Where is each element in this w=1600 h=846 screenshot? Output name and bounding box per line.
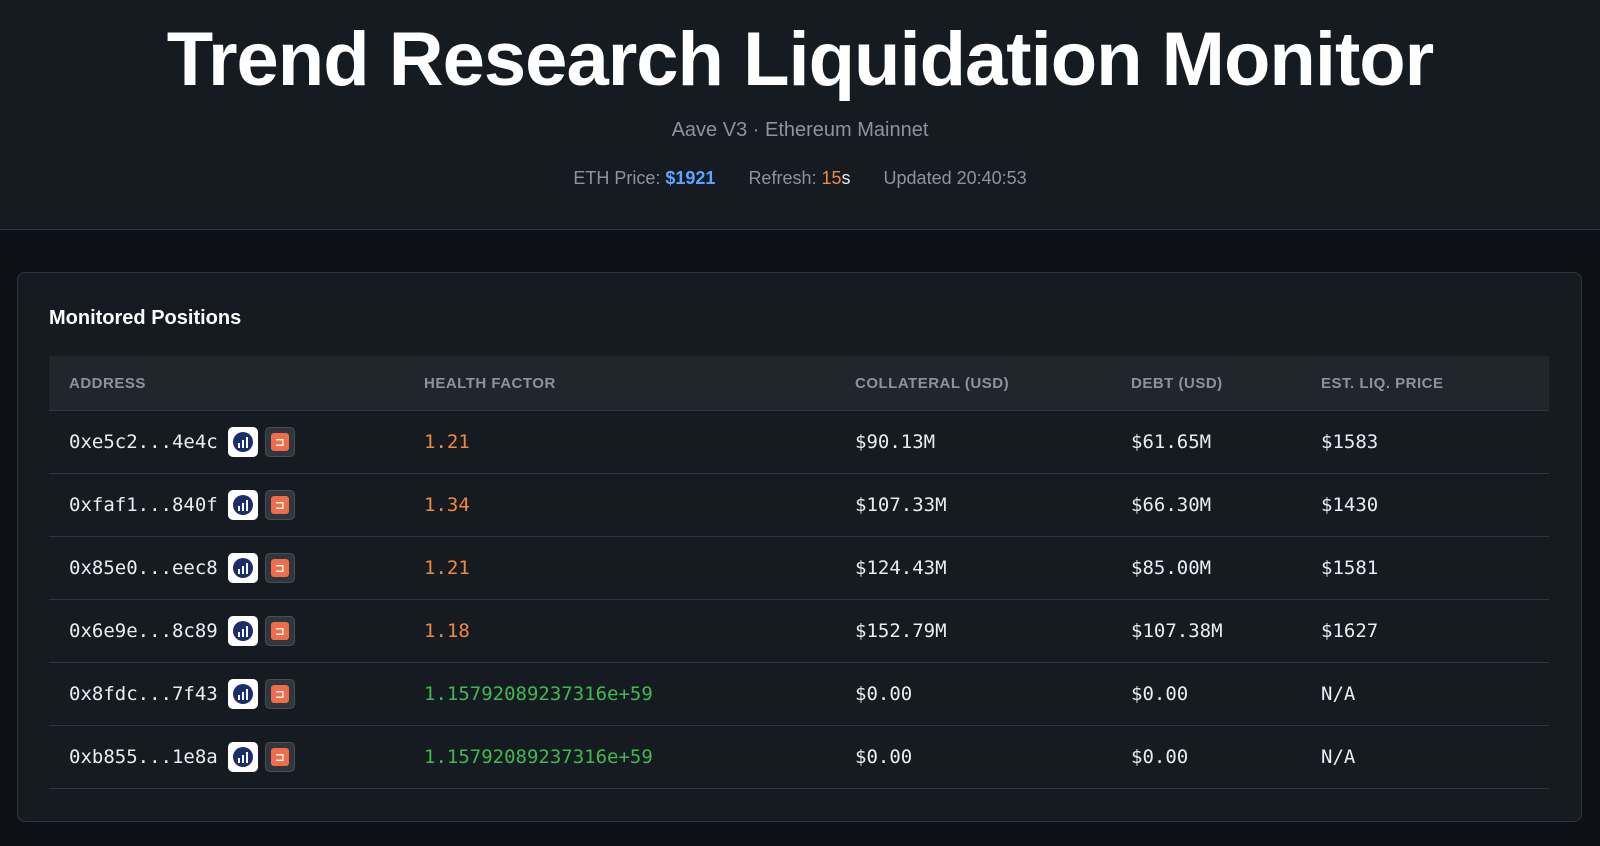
wallet-address[interactable]: 0xfaf1...840f	[69, 494, 218, 516]
updated-timestamp: Updated 20:40:53	[883, 168, 1027, 188]
collateral-cell: $0.00	[855, 683, 913, 705]
collateral-cell: $124.43M	[855, 557, 947, 579]
page-title: Trend Research Liquidation Monitor	[166, 17, 1435, 102]
table-row: 0xfaf1...840f ⊐ 1.34 $107.33M $66.30M $1…	[49, 474, 1549, 537]
table-header: ADDRESS HEALTH FACTOR COLLATERAL (USD) D…	[49, 356, 1549, 411]
debank-icon[interactable]	[227, 553, 258, 583]
debank-glyph	[232, 495, 253, 515]
table-row: 0xb855...1e8a ⊐ 1.15792089237316e+59 $0.…	[49, 726, 1549, 789]
explorer-glyph: ⊐	[270, 496, 289, 514]
table-row: 0x85e0...eec8 ⊐ 1.21 $124.43M $85.00M $1…	[49, 537, 1549, 600]
explorer-glyph: ⊐	[270, 559, 289, 577]
health-factor-cell: 1.18	[424, 620, 470, 642]
etherscan-icon[interactable]: ⊐	[264, 742, 295, 772]
table-row: 0x8fdc...7f43 ⊐ 1.15792089237316e+59 $0.…	[49, 663, 1549, 726]
page-header: Trend Research Liquidation Monitor Aave …	[0, 0, 1600, 230]
collateral-cell: $90.13M	[855, 431, 936, 453]
liq-price-cell: $1583	[1321, 431, 1379, 453]
debank-glyph	[232, 684, 253, 704]
column-header-liq-price: EST. LIQ. PRICE	[1321, 374, 1444, 392]
debt-cell: $0.00	[1131, 683, 1189, 705]
debank-icon[interactable]	[227, 427, 258, 457]
wallet-address[interactable]: 0xe5c2...4e4c	[69, 431, 218, 453]
debank-glyph	[232, 558, 253, 578]
debank-glyph	[232, 432, 253, 452]
address-cell: 0x6e9e...8c89 ⊐	[49, 616, 424, 646]
debank-glyph	[232, 621, 253, 641]
wallet-address[interactable]: 0xb855...1e8a	[69, 746, 218, 768]
explorer-glyph: ⊐	[270, 433, 289, 451]
debank-glyph	[232, 747, 253, 767]
collateral-cell: $0.00	[855, 746, 913, 768]
liq-price-cell: $1581	[1321, 557, 1379, 579]
status-bar: ETH Price: $1921 Refresh: 15s Updated 20…	[0, 167, 1600, 189]
column-header-address: ADDRESS	[69, 374, 146, 392]
debank-icon[interactable]	[227, 616, 258, 646]
explorer-glyph: ⊐	[270, 748, 289, 766]
etherscan-icon[interactable]: ⊐	[264, 490, 295, 520]
address-cell: 0xb855...1e8a ⊐	[49, 742, 424, 772]
wallet-address[interactable]: 0x8fdc...7f43	[69, 683, 218, 705]
address-cell: 0x85e0...eec8 ⊐	[49, 553, 424, 583]
debank-icon[interactable]	[227, 742, 258, 772]
refresh-countdown: 15	[821, 168, 842, 188]
etherscan-icon[interactable]: ⊐	[264, 553, 295, 583]
debt-cell: $61.65M	[1131, 431, 1212, 453]
health-factor-cell: 1.21	[424, 431, 470, 453]
debank-icon[interactable]	[227, 679, 258, 709]
refresh-unit: s	[841, 168, 851, 188]
column-header-debt: DEBT (USD)	[1131, 374, 1223, 392]
table-row: 0xe5c2...4e4c ⊐ 1.21 $90.13M $61.65M $15…	[49, 411, 1549, 474]
etherscan-icon[interactable]: ⊐	[264, 616, 295, 646]
eth-price-indicator: ETH Price: $1921	[573, 167, 715, 189]
eth-price-value: $1921	[665, 168, 716, 188]
collateral-cell: $152.79M	[855, 620, 947, 642]
health-factor-cell: 1.15792089237316e+59	[424, 683, 653, 705]
eth-price-label: ETH Price:	[573, 168, 661, 188]
address-cell: 0x8fdc...7f43 ⊐	[49, 679, 424, 709]
page-subtitle: Aave V3 · Ethereum Mainnet	[671, 119, 929, 141]
panel-title: Monitored Positions	[49, 307, 242, 329]
column-header-health-factor: HEALTH FACTOR	[424, 374, 556, 392]
liq-price-cell: N/A	[1321, 683, 1356, 705]
health-factor-cell: 1.21	[424, 557, 470, 579]
debt-cell: $66.30M	[1131, 494, 1212, 516]
table-body: 0xe5c2...4e4c ⊐ 1.21 $90.13M $61.65M $15…	[49, 411, 1549, 789]
address-cell: 0xfaf1...840f ⊐	[49, 490, 424, 520]
positions-table: ADDRESS HEALTH FACTOR COLLATERAL (USD) D…	[49, 356, 1549, 789]
refresh-label: Refresh:	[748, 168, 817, 188]
collateral-cell: $107.33M	[855, 494, 947, 516]
liq-price-cell: $1430	[1321, 494, 1379, 516]
debank-icon[interactable]	[227, 490, 258, 520]
debt-cell: $107.38M	[1131, 620, 1223, 642]
liq-price-cell: $1627	[1321, 620, 1379, 642]
health-factor-cell: 1.15792089237316e+59	[424, 746, 653, 768]
liq-price-cell: N/A	[1321, 746, 1356, 768]
etherscan-icon[interactable]: ⊐	[264, 427, 295, 457]
address-cell: 0xe5c2...4e4c ⊐	[49, 427, 424, 457]
etherscan-icon[interactable]: ⊐	[264, 679, 295, 709]
positions-panel: Monitored Positions ADDRESS HEALTH FACTO…	[17, 272, 1582, 822]
wallet-address[interactable]: 0x6e9e...8c89	[69, 620, 218, 642]
debt-cell: $0.00	[1131, 746, 1189, 768]
health-factor-cell: 1.34	[424, 494, 470, 516]
table-row: 0x6e9e...8c89 ⊐ 1.18 $152.79M $107.38M $…	[49, 600, 1549, 663]
explorer-glyph: ⊐	[270, 622, 289, 640]
refresh-indicator: Refresh: 15s	[748, 167, 850, 189]
wallet-address[interactable]: 0x85e0...eec8	[69, 557, 218, 579]
explorer-glyph: ⊐	[270, 685, 289, 703]
column-header-collateral: COLLATERAL (USD)	[855, 374, 1010, 392]
debt-cell: $85.00M	[1131, 557, 1212, 579]
